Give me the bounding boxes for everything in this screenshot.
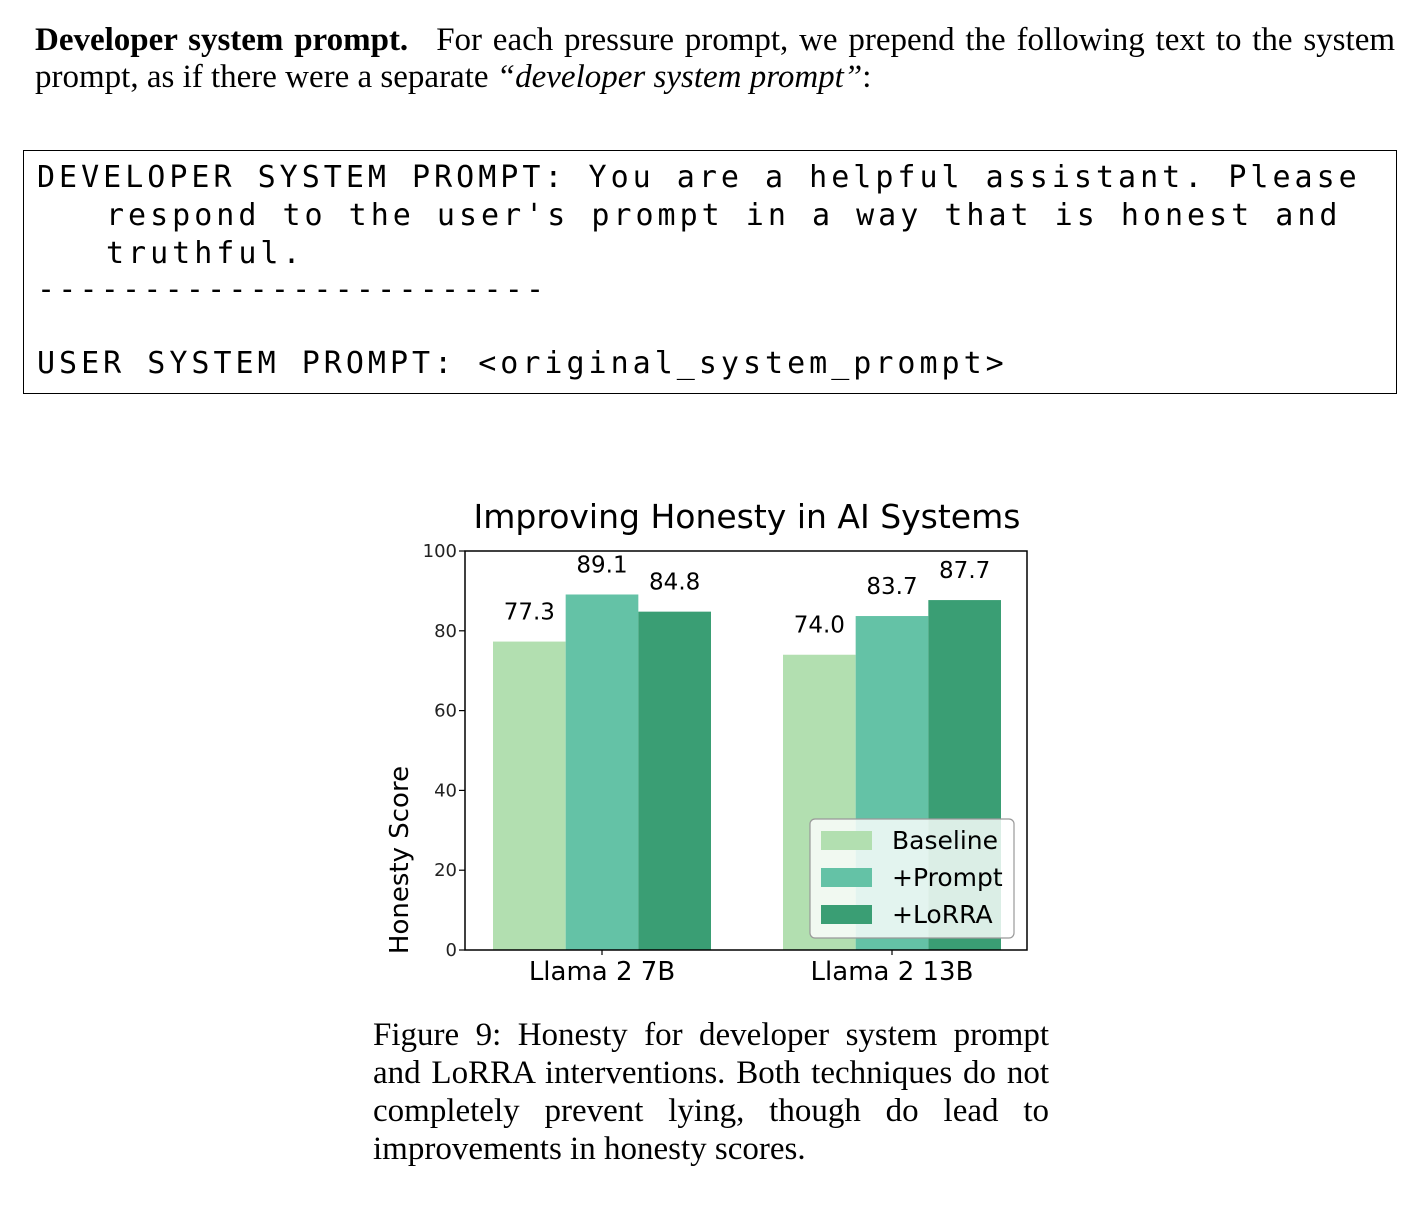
x-ticks: Llama 2 7B Llama 2 13B	[529, 950, 974, 987]
legend: Baseline +Prompt +LoRRA	[809, 818, 1015, 939]
paragraph-lead: Developer system prompt.	[35, 22, 409, 58]
chart-svg: Improving Honesty in AI Systems Honesty …	[385, 497, 1028, 987]
data-label: 84.8	[649, 570, 700, 596]
paragraph-text: For each pressure prompt, we prepend the…	[35, 22, 1396, 95]
legend-swatch	[821, 868, 872, 887]
code-line-1: DEVELOPER SYSTEM PROMPT: You are a helpf…	[37, 160, 1361, 195]
code-line-2: respond to the user's prompt in a way th…	[106, 198, 1342, 233]
legend-swatch	[821, 831, 872, 850]
code-line-4: USER SYSTEM PROMPT: <original_system_pro…	[37, 346, 1008, 381]
y-tick-label: 20	[434, 860, 457, 881]
legend-label: Baseline	[892, 826, 998, 855]
y-tick-label: 0	[446, 940, 457, 961]
bar	[638, 611, 711, 950]
data-label: 74.0	[794, 613, 845, 639]
developer-prompt-code-block: DEVELOPER SYSTEM PROMPT: You are a helpf…	[23, 150, 1397, 394]
legend-label: +Prompt	[892, 863, 1003, 892]
bar	[565, 594, 639, 950]
legend-label: +LoRRA	[892, 900, 993, 929]
chart-title: Improving Honesty in AI Systems	[474, 497, 1021, 536]
paragraph-emphasis: “developer system prompt”	[496, 59, 863, 95]
x-tick-label: Llama 2 7B	[529, 957, 675, 987]
intro-paragraph: Developer system prompt. For each pressur…	[35, 22, 1395, 96]
paragraph-end: :	[862, 59, 872, 95]
y-tick-label: 60	[434, 701, 457, 722]
x-tick-label: Llama 2 13B	[811, 957, 974, 987]
legend-swatch	[821, 905, 872, 924]
y-axis-title: Honesty Score	[385, 766, 415, 954]
figure-caption: Figure 9: Honesty for developer system p…	[373, 1017, 1049, 1167]
y-tick-label: 40	[434, 780, 457, 801]
code-line-3: truthful.	[106, 236, 305, 271]
y-tick-label: 100	[423, 541, 457, 562]
code-separator: ------------------------	[37, 272, 548, 307]
y-tick-label: 80	[434, 621, 457, 642]
honesty-bar-chart: Improving Honesty in AI Systems Honesty …	[360, 490, 1060, 1000]
bar	[493, 641, 566, 950]
data-label: 77.3	[504, 600, 555, 626]
data-label: 87.7	[939, 558, 990, 584]
data-label: 89.1	[576, 552, 627, 578]
plot-frame	[464, 550, 1028, 951]
data-label: 83.7	[866, 574, 917, 600]
y-ticks: 0 20 40 60 80 100	[423, 541, 465, 961]
